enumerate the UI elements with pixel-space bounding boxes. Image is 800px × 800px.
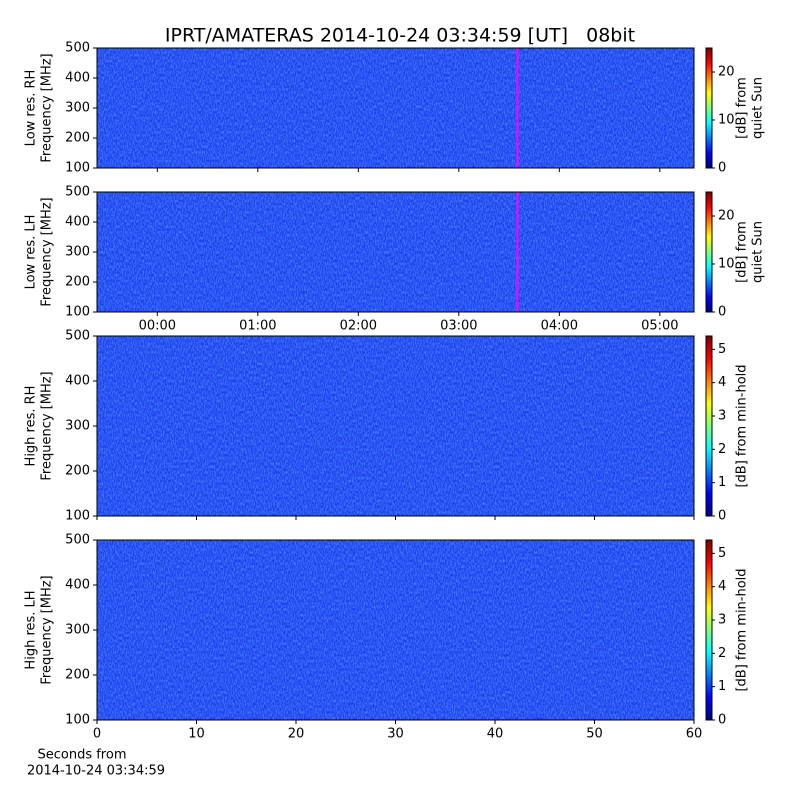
colorbar-tick-label: 20 [718,209,735,224]
y-axis-label: Frequency [MHz] [40,371,55,480]
y-tick-label: 100 [65,713,90,728]
x-tick-label: 30 [387,727,404,742]
colorbar-label: [dB] from min-hold [735,364,750,487]
colorbar-tick-label: 0 [718,509,726,524]
y-axis-label: High res. LH [24,590,39,669]
spectrogram-texture [97,336,694,516]
colorbar-tick-label: 0 [718,713,726,728]
x-axis-label: 2014-10-24 03:34:59 [27,764,165,779]
y-tick-label: 200 [65,131,90,146]
colorbar [705,47,713,169]
colorbar-tick-label: 3 [718,409,726,424]
x-axis-label: Seconds from [37,748,126,763]
x-tick-label: 0 [93,727,101,742]
y-tick-label: 300 [65,245,90,260]
y-tick-label: 400 [65,374,90,389]
x-tick-label: 50 [586,727,603,742]
y-tick-label: 500 [65,185,90,200]
colorbar-tick-label: 5 [718,546,726,561]
y-tick-label: 200 [65,668,90,683]
y-tick-label: 500 [65,329,90,344]
spectrogram-texture [97,192,694,312]
colorbar-label: [dB] from min-hold [735,568,750,691]
x-tick-label: 60 [686,727,703,742]
colorbar-tick-label: 2 [718,442,726,457]
colorbar-tick-label: 1 [718,679,726,694]
y-axis-label: Frequency [MHz] [40,53,55,162]
x-tick-label: 04:00 [541,319,578,334]
y-axis-label: Frequency [MHz] [40,197,55,306]
colorbar [705,539,713,721]
colorbar-tick-label: 2 [718,646,726,661]
colorbar-tick-label: 10 [718,257,735,272]
spectrogram-texture [97,540,694,720]
colorbar [705,335,713,517]
spectrogram-texture [97,48,694,168]
y-axis-label: Low res. RH [24,70,39,147]
x-tick-label: 00:00 [139,319,176,334]
y-tick-label: 300 [65,419,90,434]
figure-title: IPRT/AMATERAS 2014-10-24 03:34:59 [UT] 0… [165,25,635,47]
y-tick-label: 100 [65,305,90,320]
colorbar-tick-label: 0 [718,161,726,176]
colorbar [705,191,713,313]
x-tick-label: 03:00 [440,319,477,334]
y-tick-label: 100 [65,509,90,524]
colorbar-tick-label: 5 [718,342,726,357]
y-axis-label: Low res. LH [24,215,39,290]
y-tick-label: 500 [65,41,90,56]
colorbar-tick-label: 4 [718,375,726,390]
y-axis-label: Frequency [MHz] [40,575,55,684]
colorbar-tick-label: 10 [718,113,735,128]
colorbar-label: [dB] from [735,221,750,283]
colorbar-tick-label: 1 [718,475,726,490]
x-tick-label: 05:00 [641,319,678,334]
y-tick-label: 500 [65,533,90,548]
colorbar-label: quiet Sun [751,221,766,283]
colorbar-label: quiet Sun [751,77,766,139]
x-tick-label: 01:00 [239,319,276,334]
y-tick-label: 200 [65,275,90,290]
y-tick-label: 400 [65,215,90,230]
x-tick-label: 20 [288,727,305,742]
x-tick-label: 40 [487,727,504,742]
y-tick-label: 400 [65,71,90,86]
x-tick-label: 02:00 [340,319,377,334]
colorbar-tick-label: 4 [718,579,726,594]
colorbar-tick-label: 20 [718,65,735,80]
x-tick-label: 10 [188,727,205,742]
colorbar-tick-label: 3 [718,613,726,628]
colorbar-tick-label: 0 [718,305,726,320]
y-tick-label: 300 [65,623,90,638]
y-tick-label: 400 [65,578,90,593]
colorbar-label: [dB] from [735,77,750,139]
y-tick-label: 300 [65,101,90,116]
y-axis-label: High res. RH [24,386,39,467]
y-tick-label: 100 [65,161,90,176]
y-tick-label: 200 [65,464,90,479]
